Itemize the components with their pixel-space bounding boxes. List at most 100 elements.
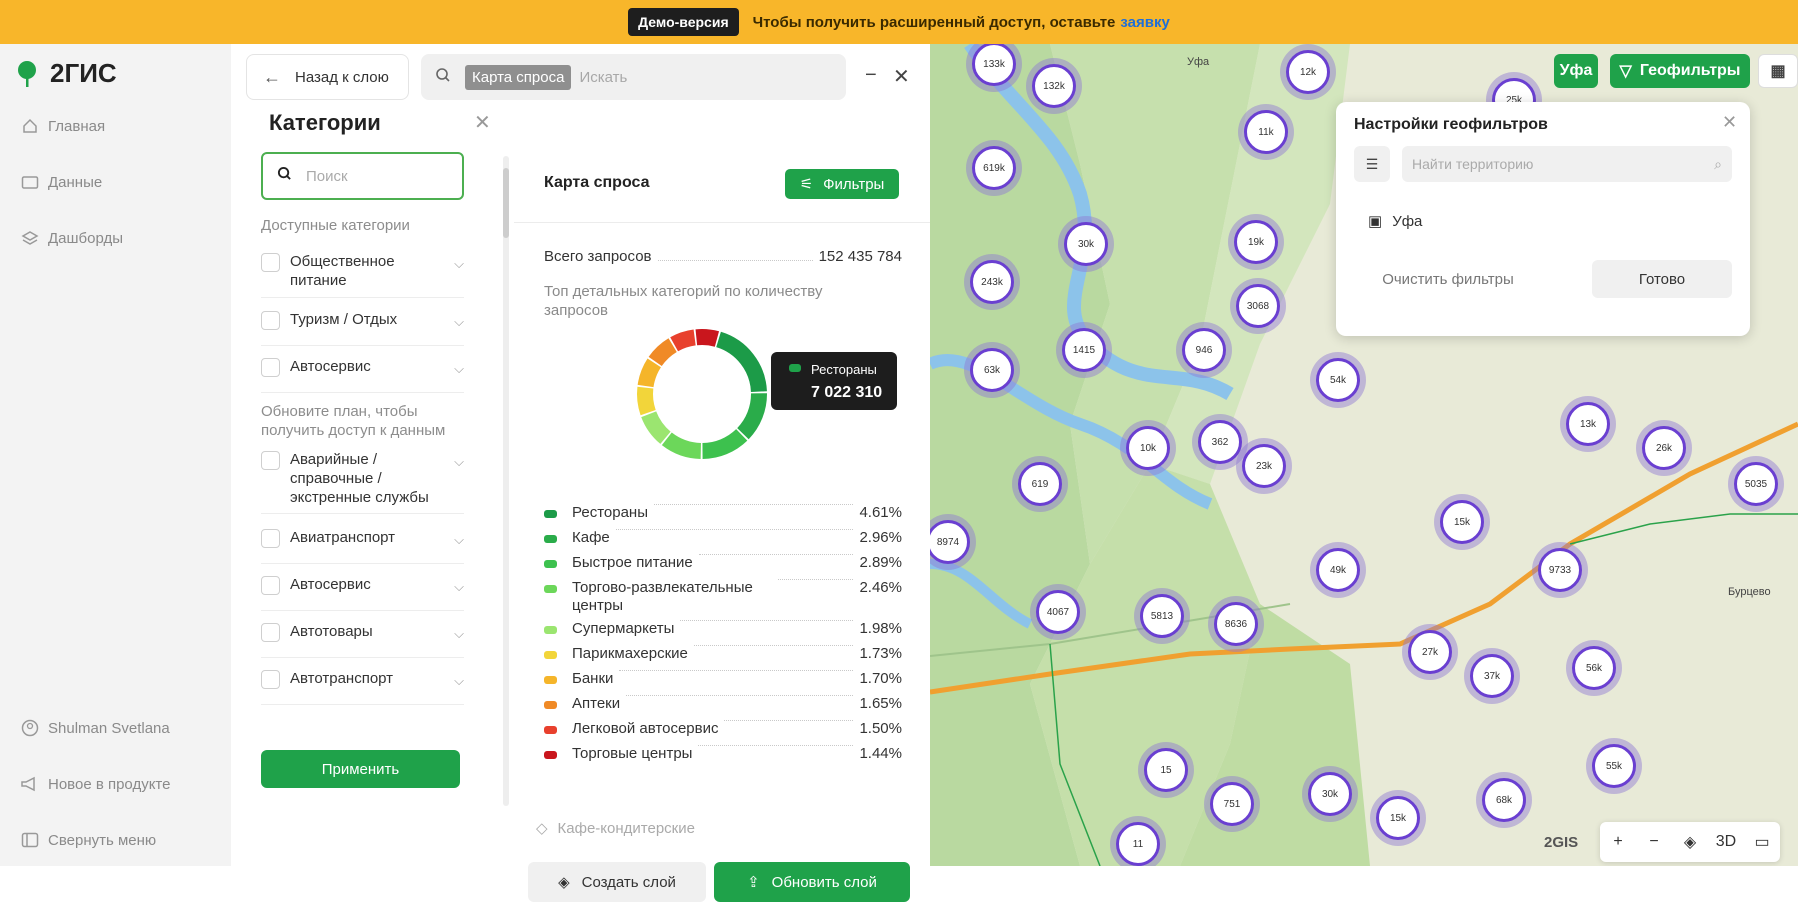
nav-item-collapse[interactable]: Свернуть меню [20, 828, 156, 852]
chevron-down-icon[interactable]: ⌵ [454, 626, 464, 641]
zoom-in-button[interactable]: + [1613, 833, 1623, 850]
legend-item[interactable]: Аптеки 1.65% [544, 695, 902, 713]
category-row[interactable]: Автотовары ⌵ [261, 622, 464, 658]
cluster-marker[interactable]: 751 [1204, 776, 1260, 832]
legend-item[interactable]: Парикмахерские 1.73% [544, 645, 902, 663]
category-row[interactable]: Туризм / Отдых ⌵ [261, 310, 464, 346]
cluster-marker[interactable]: 15 [1138, 742, 1194, 798]
cluster-marker[interactable]: 55k [1586, 738, 1642, 794]
chevron-down-icon[interactable]: ⌵ [454, 314, 464, 329]
cluster-marker[interactable]: 132k [1026, 58, 1082, 114]
donut-slice-9[interactable] [670, 329, 697, 352]
category-row[interactable]: Общественное питание ⌵ [261, 252, 464, 298]
close-icon[interactable]: ✕ [1722, 112, 1738, 132]
cluster-marker[interactable]: 15k [1370, 790, 1426, 846]
cluster-marker[interactable]: 619 [1012, 456, 1068, 512]
ruler-icon[interactable]: ▭ [1754, 834, 1770, 851]
cluster-marker[interactable]: 23k [1236, 438, 1292, 494]
nav-item-data[interactable]: Данные [20, 170, 102, 194]
category-row[interactable]: Авиатранспорт ⌵ [261, 528, 464, 564]
legend-item[interactable]: Торгово-развлекательные центры 2.46% [544, 579, 902, 615]
chevron-down-icon[interactable]: ⌵ [454, 532, 464, 547]
scrollbar[interactable] [503, 156, 509, 806]
city-button[interactable]: Уфа [1554, 54, 1598, 88]
legend-item[interactable]: Быстрое питание 2.89% [544, 554, 902, 572]
checkbox[interactable] [261, 670, 280, 689]
checkbox[interactable] [261, 576, 280, 595]
checkbox[interactable] [261, 311, 280, 330]
donut-slice-6[interactable] [637, 386, 656, 416]
cluster-marker[interactable]: 19k [1228, 214, 1284, 270]
nav-item-news[interactable]: Новое в продукте [20, 772, 170, 796]
legend-item[interactable]: Супермаркеты 1.98% [544, 620, 902, 638]
cluster-marker[interactable]: 11 [1110, 816, 1166, 866]
cluster-marker[interactable]: 9733 [1532, 542, 1588, 598]
category-search-input[interactable]: Поиск [261, 152, 464, 200]
chevron-down-icon[interactable]: ⌵ [454, 256, 464, 271]
donut-slice-5[interactable] [641, 411, 671, 444]
cluster-marker[interactable]: 1415 [1056, 322, 1112, 378]
cluster-marker[interactable]: 12k [1280, 44, 1336, 100]
chevron-down-icon[interactable]: ⌵ [454, 579, 464, 594]
checkbox[interactable] [261, 451, 280, 470]
back-button[interactable]: ← Назад к слою [246, 54, 409, 100]
cluster-marker[interactable]: 27k [1402, 624, 1458, 680]
donut-slice-1[interactable] [715, 331, 767, 393]
compass-icon[interactable]: ◈ [1683, 834, 1697, 851]
more-category[interactable]: ◇ Кафе-кондитерские [536, 819, 695, 838]
request-link[interactable]: заявку [1120, 13, 1170, 31]
close-icon[interactable]: ✕ [893, 66, 910, 88]
donut-slice-8[interactable] [648, 338, 678, 367]
cluster-marker[interactable]: 49k [1310, 542, 1366, 598]
cluster-marker[interactable]: 619k [966, 140, 1022, 196]
clear-filters-button[interactable]: Очистить фильтры [1382, 270, 1514, 288]
category-row[interactable]: Аварийные / справочные / экстренные служ… [261, 450, 464, 514]
category-row[interactable]: Автосервис ⌵ [261, 575, 464, 611]
search-chip[interactable]: Карта спроса [465, 64, 572, 90]
zoom-out-button[interactable]: − [1649, 833, 1659, 850]
cluster-marker[interactable]: 8636 [1208, 596, 1264, 652]
cluster-marker[interactable]: 54k [1310, 352, 1366, 408]
cluster-marker[interactable]: 362 [1192, 414, 1248, 470]
donut-slice-7[interactable] [637, 358, 662, 388]
territory-item[interactable]: ▣ Уфа [1368, 212, 1422, 231]
done-button[interactable]: Готово [1592, 260, 1732, 298]
minimize-icon[interactable]: − [865, 64, 877, 86]
donut-slice-3[interactable] [702, 428, 748, 459]
cluster-marker[interactable]: 30k [1302, 766, 1358, 822]
map-view[interactable]: 133k 132k 12k 25k 11k 619k 30k 19k 243k 3068 1415 9… [930, 44, 1798, 866]
chevron-down-icon[interactable]: ⌵ [454, 454, 464, 469]
chevron-down-icon[interactable]: ⌵ [454, 361, 464, 376]
cluster-marker[interactable]: 37k [1464, 648, 1520, 704]
donut-slice-10[interactable] [695, 329, 720, 347]
cluster-marker[interactable]: 11k [1238, 104, 1294, 160]
cluster-marker[interactable]: 56k [1566, 640, 1622, 696]
legend-item[interactable]: Рестораны 4.61% [544, 504, 902, 522]
map-layers-icon[interactable]: ▦ [1758, 54, 1798, 88]
nav-item-main[interactable]: Главная [20, 114, 105, 138]
checkbox[interactable] [261, 253, 280, 272]
cluster-marker[interactable]: 10k [1120, 420, 1176, 476]
nav-item-user[interactable]: Shulman Svetlana [20, 716, 170, 740]
cluster-marker[interactable]: 4067 [1030, 584, 1086, 640]
category-row[interactable]: Автотранспорт ⌵ [261, 669, 464, 705]
cluster-marker[interactable]: 5813 [1134, 588, 1190, 644]
cluster-marker[interactable]: 15k [1434, 494, 1490, 550]
apply-button[interactable]: Применить [261, 750, 460, 788]
cluster-marker[interactable]: 63k [964, 342, 1020, 398]
cluster-marker[interactable]: 5035 [1728, 456, 1784, 512]
legend-item[interactable]: Легковой автосервис 1.50% [544, 720, 902, 738]
territory-search-input[interactable]: Найти территорию ⌕ [1402, 146, 1732, 182]
cluster-marker[interactable]: 133k [966, 44, 1022, 92]
cluster-marker[interactable]: 26k [1636, 420, 1692, 476]
legend-item[interactable]: Кафе 2.96% [544, 529, 902, 547]
cluster-marker[interactable]: 8974 [930, 514, 976, 570]
category-row[interactable]: Автосервис ⌵ [261, 357, 464, 393]
legend-item[interactable]: Торговые центры 1.44% [544, 745, 902, 763]
close-icon[interactable]: ✕ [474, 112, 491, 134]
chevron-down-icon[interactable]: ⌵ [454, 673, 464, 688]
cluster-marker[interactable]: 13k [1560, 396, 1616, 452]
cluster-marker[interactable]: 243k [964, 254, 1020, 310]
scrollbar-thumb[interactable] [503, 168, 509, 238]
logo[interactable]: 2ГИС [16, 58, 117, 89]
